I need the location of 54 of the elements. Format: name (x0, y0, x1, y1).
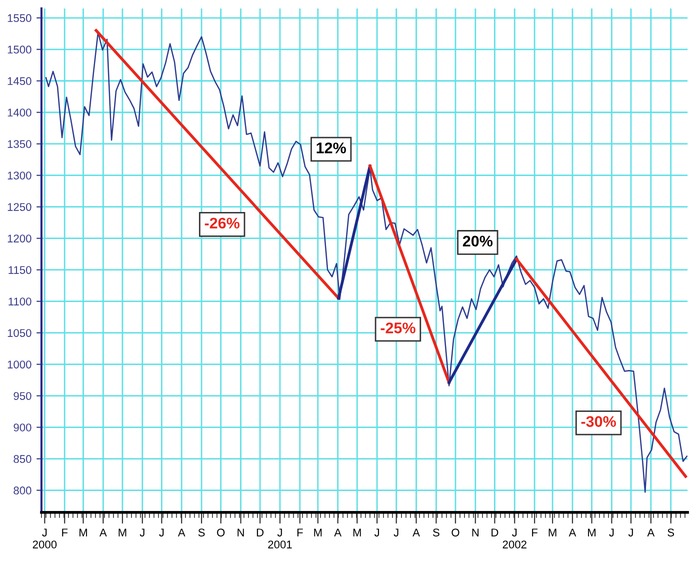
y-tick-label: 1250 (8, 203, 32, 211)
x-tick-label: N (238, 528, 244, 536)
x-tick-label: A (178, 528, 186, 536)
x-tick-label: J (628, 528, 633, 536)
x-tick-label: J (394, 528, 398, 536)
y-tick-label: 1000 (8, 360, 32, 368)
x-tick-label: A (412, 528, 420, 536)
x-tick-label: J (159, 528, 164, 536)
y-tick-label: 1150 (8, 266, 32, 274)
x-tick-label: A (334, 528, 342, 536)
annotation: -26% (204, 218, 240, 229)
x-tick-label: D (492, 528, 498, 536)
y-tick-label: 800 (14, 486, 32, 494)
annotation: 20% (462, 236, 493, 247)
y-tick-label: 1500 (8, 46, 32, 54)
x-tick-label: A (99, 528, 107, 536)
y-tick-label: 1200 (8, 234, 32, 242)
x-tick-label: N (472, 528, 479, 536)
x-tick-label: S (198, 528, 205, 536)
x-tick-label: F (62, 528, 68, 536)
y-tick-label: 850 (14, 455, 32, 463)
x-tick-label: F (297, 528, 303, 536)
y-tick-label: 1400 (8, 108, 32, 117)
x-tick-label: M (548, 528, 556, 536)
y-tick-label: 1100 (8, 298, 32, 306)
y-tick-label: 1550 (8, 14, 32, 22)
y-tick-label: 1350 (8, 140, 32, 148)
annotation: -30% (581, 416, 616, 427)
y-tick-label: 900 (14, 424, 32, 432)
x-tick-label: J 2002 (502, 528, 526, 548)
x-tick-label: J 2000 (32, 528, 57, 548)
x-tick-label: F (532, 528, 538, 536)
x-tick-label: J (609, 528, 614, 536)
y-tick-label: 1450 (8, 77, 32, 86)
x-tick-label: J (140, 528, 144, 536)
x-tick-label: A (647, 528, 655, 536)
x-tick-label: S (668, 528, 674, 536)
y-tick-label: 1300 (8, 172, 32, 180)
y-tick-label: 1050 (8, 329, 32, 337)
x-tick-label: M (80, 528, 87, 536)
x-tick-label: M (118, 528, 126, 536)
x-tick-label: S (432, 528, 440, 536)
y-tick-label: 950 (14, 392, 32, 400)
x-tick-label: A (568, 528, 576, 536)
x-tick-label: M (353, 528, 361, 536)
x-tick-label: J (374, 528, 379, 536)
x-tick-label: O (452, 528, 460, 536)
annotation: 12% (316, 142, 346, 154)
x-tick-label: M (588, 528, 596, 536)
x-tick-label: O (217, 528, 225, 536)
annotation: -25% (380, 322, 416, 334)
x-tick-label: J 2001 (268, 528, 292, 548)
x-tick-label: M (314, 528, 322, 536)
x-tick-label: D (256, 528, 264, 536)
